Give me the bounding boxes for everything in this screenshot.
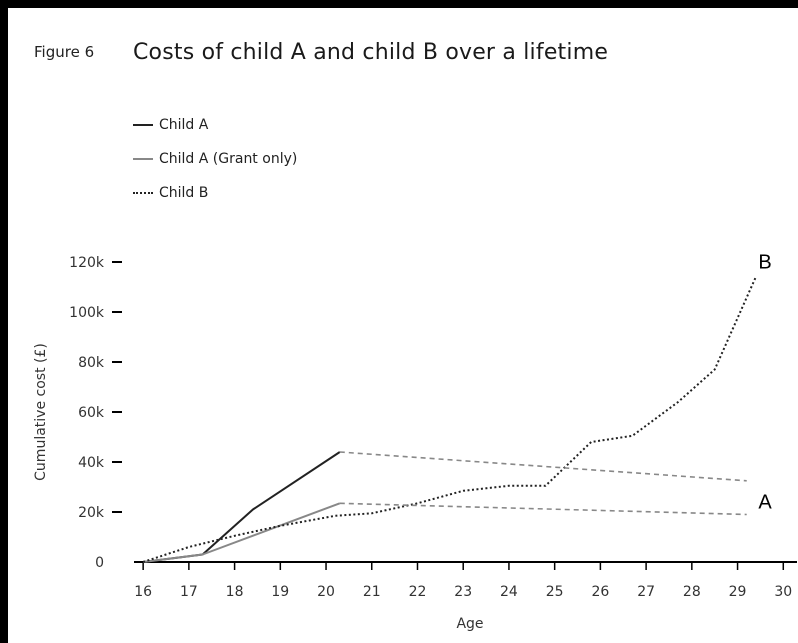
annotations: BA [758, 252, 772, 514]
x-tick-label: 23 [454, 584, 472, 600]
x-tick-label: 17 [180, 584, 198, 600]
legend-item-child-a-grant: Child A (Grant only) [133, 146, 297, 180]
y-tick-label: 0 [95, 555, 104, 571]
legend-item-child-b: Child B [133, 180, 297, 214]
x-tick-label: 24 [500, 584, 518, 600]
chart-title: Costs of child A and child B over a life… [133, 40, 609, 65]
legend-item-child-a: Child A [133, 112, 297, 146]
series-line-child-a-grant-only-projected [339, 502, 747, 516]
x-tick-label: 16 [134, 584, 152, 600]
series-line-child-a-grant-only [142, 502, 341, 563]
x-tick-label: 25 [546, 584, 564, 600]
x-tick-label: 22 [409, 584, 427, 600]
x-tick-label: 30 [774, 584, 792, 600]
y-axis-label: Cumulative cost (£) [33, 343, 49, 481]
legend-swatch-child-a [133, 124, 153, 126]
x-tick-label: 19 [271, 584, 289, 600]
x-tick-label: 20 [317, 584, 335, 600]
legend-swatch-child-a-grant [133, 158, 153, 160]
y-tick-label: 100k [69, 305, 105, 321]
y-tick-label: 120k [69, 255, 105, 271]
x-tick-label: 26 [591, 584, 609, 600]
annotation-b: B [758, 252, 771, 274]
x-tick-label: 18 [226, 584, 244, 600]
legend-label-child-b: Child B [159, 185, 209, 201]
x-tick-label: 21 [363, 584, 381, 600]
figure-number: Figure 6 [34, 43, 95, 61]
y-tick-label: 20k [78, 505, 105, 521]
legend-label-child-a-grant: Child A (Grant only) [159, 151, 298, 167]
y-tick-label: 40k [78, 455, 105, 471]
series-line-child-a-projected [339, 451, 747, 482]
axes: 16 17 18 19 20 21 22 23 24 25 26 27 28 29 30 0 20k 40k 60k… [33, 255, 797, 632]
series-line-child-b [142, 276, 757, 563]
series-line-child-a [142, 451, 341, 563]
x-tick-label: 29 [729, 584, 747, 600]
y-tick-label: 60k [78, 405, 105, 421]
annotation-a: A [758, 492, 772, 514]
legend: Child A Child A (Grant only) Child B [133, 112, 297, 214]
x-tick-label: 27 [637, 584, 655, 600]
x-tick-label: 28 [683, 584, 701, 600]
series-lines [142, 276, 757, 563]
x-axis-label: Age [456, 616, 483, 632]
legend-swatch-child-b [133, 192, 153, 194]
legend-label-child-a: Child A [159, 117, 209, 133]
y-tick-label: 80k [78, 355, 105, 371]
